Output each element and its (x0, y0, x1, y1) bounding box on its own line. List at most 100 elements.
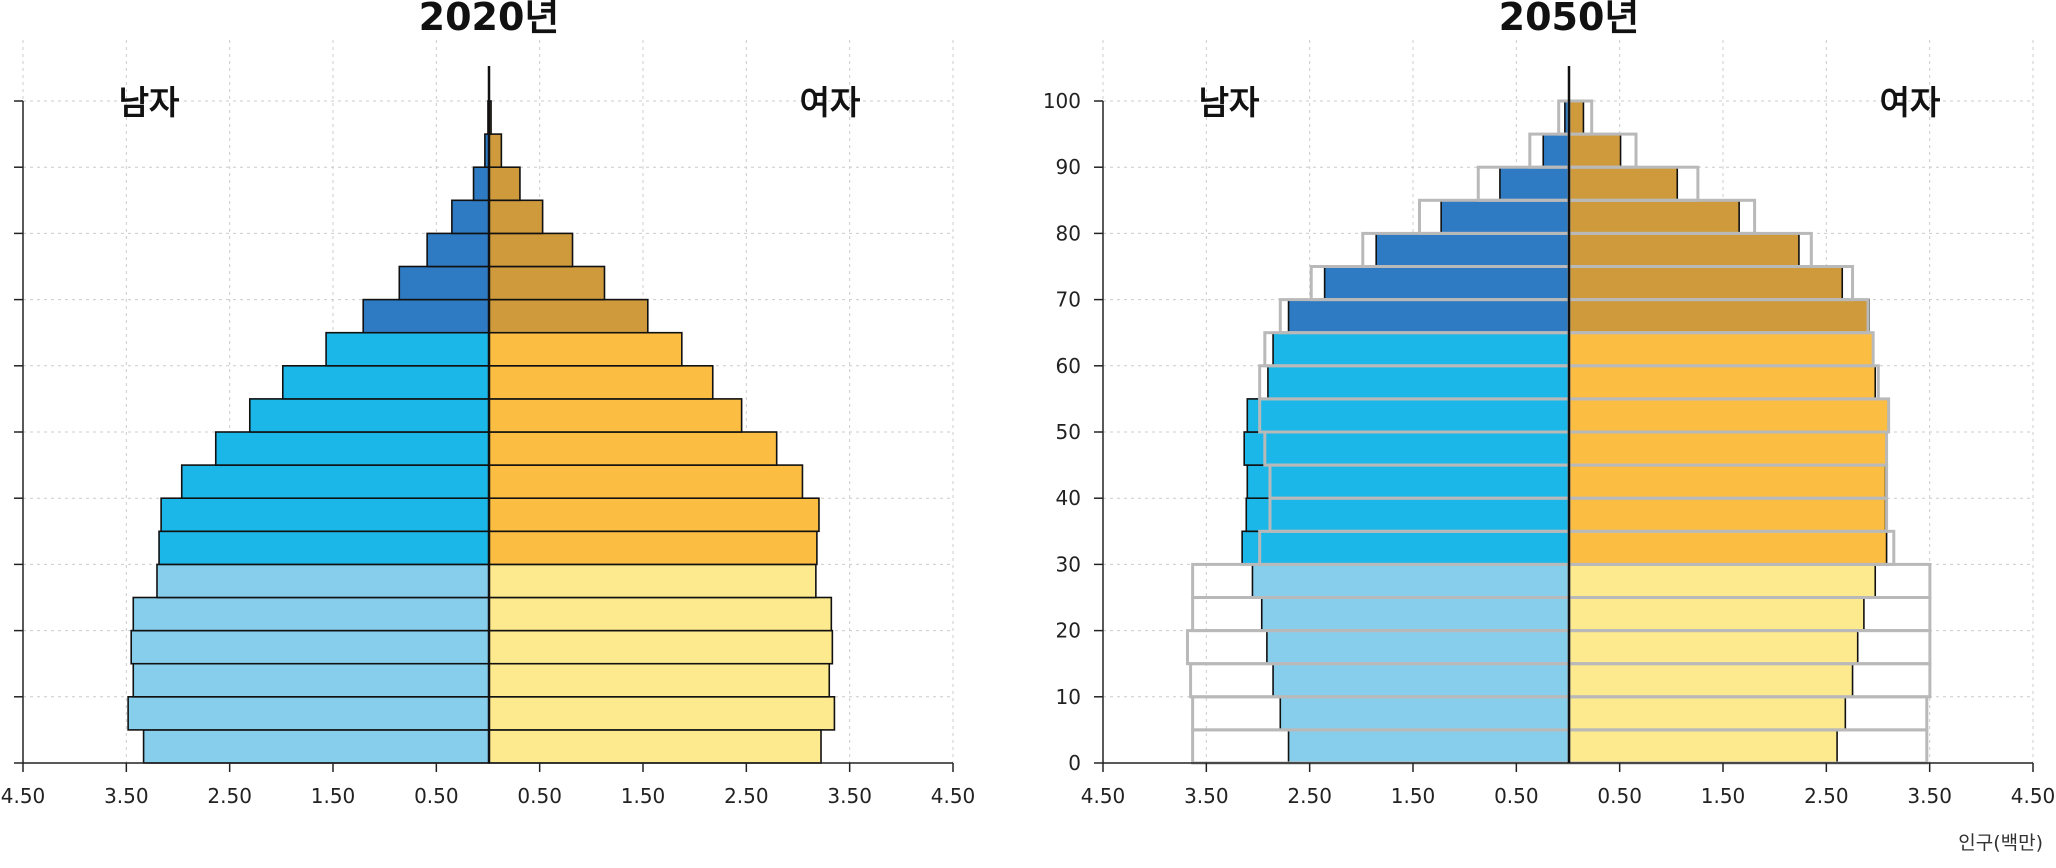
male-bar (1246, 398, 1570, 433)
y-tick-label: 80 (1056, 221, 1081, 245)
female-bar (488, 199, 544, 235)
female-bar (1568, 199, 1740, 235)
female-bar (488, 431, 778, 466)
x-tick-label: 1.50 (1391, 784, 1436, 808)
x-tick-label: 4.50 (1, 784, 46, 808)
female-bar (488, 364, 714, 400)
male-bar (1241, 530, 1570, 566)
x-tick-label: 3.50 (827, 784, 872, 808)
male-bar (1267, 364, 1570, 400)
male-bar (127, 695, 490, 731)
unit-label: 인구(백만) (1958, 832, 2043, 854)
female-bar (1568, 464, 1887, 500)
x-tick-label: 2.50 (724, 784, 769, 808)
y-tick-label: 100 (1043, 89, 1081, 113)
y-tick-label: 20 (1056, 619, 1081, 643)
axes (1094, 66, 2034, 772)
male-bar (160, 497, 490, 533)
y-tick-label: 70 (1056, 288, 1081, 312)
female-bar (1568, 232, 1800, 268)
male-bar (1251, 563, 1570, 599)
x-tick-label: 2.50 (1287, 784, 1332, 808)
female-bar (1568, 398, 1890, 433)
male-bar (451, 199, 490, 235)
male-bar (214, 431, 490, 466)
male-bar (1260, 596, 1570, 632)
male-bar (281, 364, 490, 400)
x-tick-label: 1.50 (621, 784, 666, 808)
female-bar (1568, 166, 1679, 202)
female-bar (1568, 364, 1877, 400)
female-bar (1568, 563, 1877, 599)
female-bar (1568, 100, 1585, 135)
male-bar (1323, 265, 1570, 301)
male-bar (1375, 232, 1570, 268)
male-bar (1245, 497, 1570, 533)
y-tick-label: 40 (1056, 486, 1081, 510)
male-bar (1272, 331, 1570, 367)
male-bar (1272, 662, 1570, 698)
male-bar (426, 232, 490, 268)
axes (14, 66, 954, 772)
male-bar (1287, 298, 1570, 334)
female-bar (1568, 629, 1859, 665)
male-bar (1243, 431, 1570, 466)
x-tick-label: 3.50 (104, 784, 149, 808)
male-label: 남자 (1199, 83, 1260, 122)
male-bar (158, 530, 490, 566)
reference-outlines (1185, 99, 1932, 765)
male-bar (1440, 199, 1570, 235)
male-bar (132, 662, 490, 698)
chart-title: 2050년 (1499, 0, 1640, 39)
female-bar (488, 464, 804, 500)
female-bar (1568, 729, 1838, 764)
y-tick-label: 10 (1056, 685, 1081, 709)
female-bar (488, 530, 818, 566)
female-bar (488, 629, 834, 665)
male-bar (1266, 629, 1570, 665)
x-tick-label: 1.50 (311, 784, 356, 808)
y-tick-label: 30 (1056, 552, 1081, 576)
x-tick-label: 3.50 (1184, 784, 1229, 808)
male-bar (1499, 166, 1570, 202)
x-tick-label: 0.50 (1597, 784, 1642, 808)
x-tick-label: 4.50 (2011, 784, 2056, 808)
female-bar (488, 232, 574, 268)
female-bar (1568, 431, 1888, 466)
male-bar (472, 166, 490, 202)
female-bar (488, 265, 606, 301)
x-tick-label: 2.50 (1804, 784, 1849, 808)
female-bar (488, 596, 833, 632)
female-bar (1568, 596, 1865, 632)
pyramid-2020: 4.50 3.50 2.50 1.50 0.50 0.50 1.50 2.50 3.50 4.50… (1, 0, 976, 808)
y-tick-label: 90 (1056, 155, 1081, 179)
female-bar (488, 331, 683, 367)
female-bar (1568, 133, 1622, 169)
y-tick-label: 50 (1056, 420, 1081, 444)
male-bar (142, 729, 490, 764)
x-tick-label: 2.50 (207, 784, 252, 808)
female-bar (488, 298, 649, 334)
female-bar (1568, 497, 1887, 533)
male-bar (1287, 729, 1570, 764)
female-label: 여자 (800, 83, 861, 122)
male-bar (325, 331, 490, 367)
pyramid-2050: 4.50 3.50 2.50 1.50 0.50 0.50 1.50 2.50 3.50 4.50… (1043, 0, 2055, 808)
x-tick-label: 1.50 (1701, 784, 1746, 808)
male-bar (248, 398, 490, 433)
female-bar (1568, 695, 1847, 731)
female-bar (488, 497, 820, 533)
female-bar (488, 662, 831, 698)
female-bar (1568, 530, 1888, 566)
x-tick-label: 3.50 (1907, 784, 1952, 808)
female-bar (1568, 331, 1874, 367)
male-bar (362, 298, 490, 334)
female-bar (1568, 662, 1854, 698)
x-tick-label: 4.50 (1081, 784, 1126, 808)
female-bar (488, 695, 836, 731)
x-tick-label: 4.50 (931, 784, 976, 808)
male-bar (1542, 133, 1570, 169)
male-bar (1246, 464, 1570, 500)
